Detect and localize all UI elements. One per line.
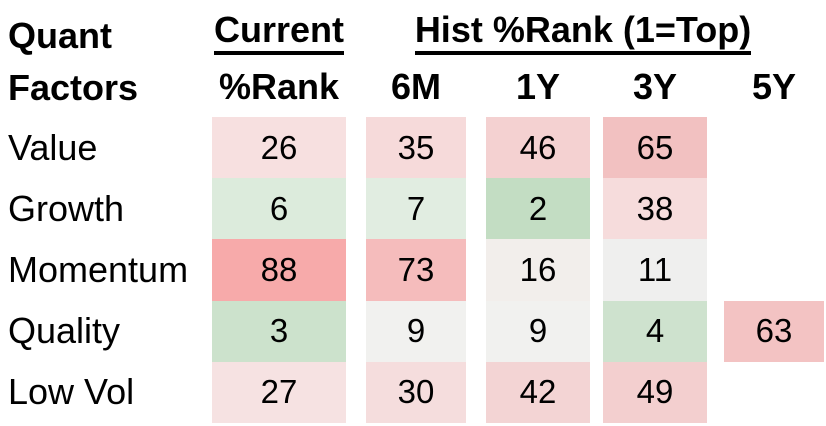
heatmap-cell: 11 xyxy=(603,239,707,301)
heatmap-cell: 35 xyxy=(366,117,466,179)
heatmap-cell: 65 xyxy=(603,117,707,179)
corner-title-line1: Quant xyxy=(8,15,112,56)
heatmap-cell: 42 xyxy=(486,361,590,423)
col-header-6m: 6M xyxy=(390,66,441,107)
row-label-quality: Quality xyxy=(8,310,121,352)
heatmap-cell: 30 xyxy=(366,361,466,423)
row-label-momentum: Momentum xyxy=(8,248,189,290)
row-label-lowvol: Low Vol xyxy=(8,371,135,413)
col-header-current-rank: %Rank xyxy=(218,66,340,107)
heatmap-cell: 6 xyxy=(212,178,346,240)
heatmap-cell: 3 xyxy=(212,300,346,362)
heatmap-cell: 4 xyxy=(603,300,707,362)
heatmap-cell: 27 xyxy=(212,361,346,423)
heatmap-cell: 38 xyxy=(603,178,707,240)
col-header-3y: 3Y xyxy=(632,66,678,107)
corner-title: Quant Factors xyxy=(8,10,208,114)
group-header-hist-rank: Hist %Rank (1=Top) xyxy=(408,10,758,56)
row-label-value: Value xyxy=(8,126,98,168)
heatmap-cell: 9 xyxy=(366,300,466,362)
col-header-1y: 1Y xyxy=(515,66,561,107)
heatmap-cell: 88 xyxy=(212,239,346,301)
heatmap-cell: 9 xyxy=(486,300,590,362)
heatmap-cell: 26 xyxy=(212,117,346,179)
corner-title-line2: Factors xyxy=(8,67,139,108)
row-label-growth: Growth xyxy=(8,187,125,229)
heatmap-cell: 2 xyxy=(486,178,590,240)
heatmap-cell: 7 xyxy=(366,178,466,240)
heatmap-cell: 73 xyxy=(366,239,466,301)
heatmap-cell: 46 xyxy=(486,117,590,179)
group-header-current: Current xyxy=(212,10,346,56)
heatmap-cell: 49 xyxy=(603,361,707,423)
col-header-5y: 5Y xyxy=(751,66,797,107)
heatmap-cell: 63 xyxy=(724,300,824,362)
heatmap-cell: 16 xyxy=(486,239,590,301)
